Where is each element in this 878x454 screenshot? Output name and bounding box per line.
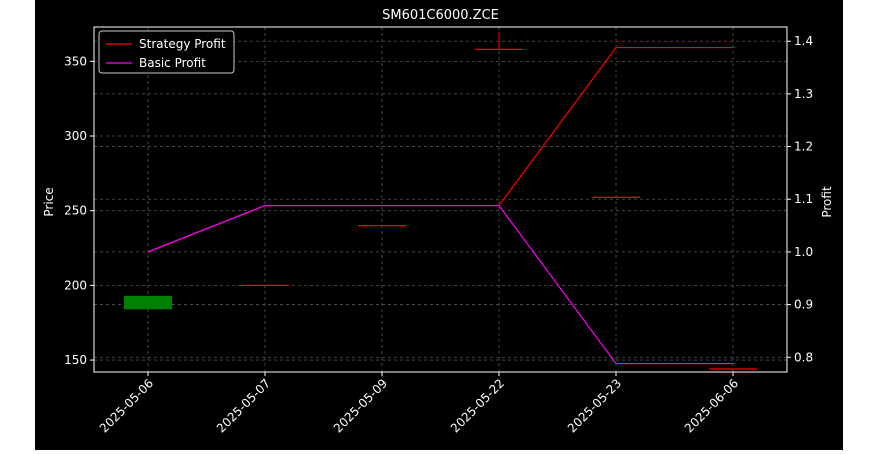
legend-label-strategy-profit: Strategy Profit	[139, 37, 226, 51]
right-tick-label: 0.9	[794, 298, 813, 312]
left-axis-label: Price	[42, 187, 56, 216]
x-tick-label: 2025-06-06	[682, 376, 741, 435]
x-tick-label: 2025-05-22	[448, 376, 507, 435]
axis-layer: 2025-05-06 2025-05-07 2025-05-09 2025-05-22…	[64, 34, 813, 435]
basic-profit-line	[147, 204, 733, 365]
right-tick-label: 1.0	[794, 245, 813, 259]
legend: Strategy Profit Basic Profit	[98, 30, 235, 74]
right-axis-label: Profit	[820, 186, 834, 218]
left-tick-label: 300	[64, 129, 87, 143]
left-tick-label: 350	[64, 54, 87, 68]
x-tick-label: 2025-05-06	[97, 376, 156, 435]
candle-body	[124, 295, 172, 310]
grid-layer	[94, 27, 787, 372]
chart-title: SM601C6000.ZCE	[382, 8, 499, 23]
legend-box	[98, 30, 235, 74]
right-tick-label: 1.1	[794, 192, 813, 206]
candle-layer	[124, 31, 757, 370]
right-tick-label: 1.4	[794, 34, 813, 48]
left-tick-label: 200	[64, 278, 87, 292]
right-tick-label: 1.3	[794, 87, 813, 101]
right-tick-label: 0.8	[794, 350, 813, 364]
left-tick-label: 250	[64, 204, 87, 218]
chart-svg: 2025-05-06 2025-05-07 2025-05-09 2025-05-22…	[42, 8, 834, 435]
x-tick-label: 2025-05-07	[214, 376, 273, 435]
legend-label-basic-profit: Basic Profit	[139, 56, 206, 70]
figure-canvas: 2025-05-06 2025-05-07 2025-05-09 2025-05-22…	[35, 0, 843, 450]
strategy-profit-line	[147, 46, 733, 253]
left-tick-label: 150	[64, 353, 87, 367]
x-tick-label: 2025-05-23	[565, 376, 624, 435]
line-layer	[147, 46, 733, 365]
right-tick-label: 1.2	[794, 140, 813, 154]
x-tick-label: 2025-05-09	[331, 376, 390, 435]
